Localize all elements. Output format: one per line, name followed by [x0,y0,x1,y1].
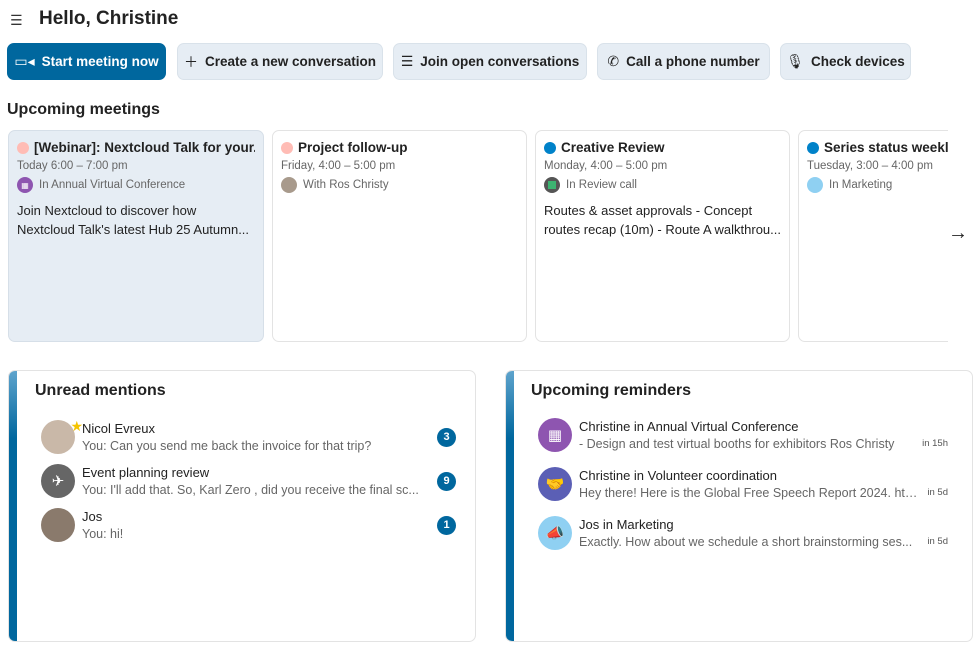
meeting-time: Tuesday, 3:00 – 4:00 pm [807,160,933,172]
list-item[interactable]: Jos You: hi! 1 [41,504,456,546]
unread-badge: 9 [437,471,456,491]
call-phone-button[interactable]: ✆ Call a phone number [597,43,770,80]
calendar-color-dot [17,141,29,154]
reminder-title: Christine in Volunteer coordination [579,468,778,483]
list-item[interactable]: ★ Nicol Evreux You: Can you send me back … [41,416,456,458]
panel-accent [9,371,17,641]
video-icon: ▭◂ [14,53,35,69]
meeting-time: Friday, 4:00 – 5:00 pm [281,160,396,172]
reminder-message: - Design and test virtual booths for exh… [579,437,895,451]
start-meeting-button[interactable]: ▭◂ Start meeting now [7,43,166,80]
last-message: You: I'll add that. So, Karl Zero , did … [82,483,419,497]
avatar [281,177,297,193]
sidebar-toggle-icon[interactable]: ☰ [10,12,23,28]
button-label: Start meeting now [41,54,159,69]
button-label: Check devices [810,54,905,69]
create-conversation-button[interactable]: ＋ Create a new conversation [177,43,383,80]
calendar-color-dot [544,141,556,154]
meeting-card[interactable]: [Webinar]: Nextcloud Talk for your... To… [8,130,264,342]
meeting-card[interactable]: Project follow-up Friday, 4:00 – 5:00 pm… [272,130,527,342]
reminder-message: Hey there! Here is the Global Free Speec… [579,486,918,500]
unread-mentions-panel: Unread mentions ★ Nicol Evreux You: Can y… [8,370,476,642]
handshake-icon: 🤝 [538,467,572,501]
meeting-location: In Review call [566,179,637,191]
meeting-location: With Ros Christy [303,179,389,191]
meeting-location: In Annual Virtual Conference [39,179,186,191]
reminder-due: in 15h [922,437,948,449]
reminder-title: Jos in Marketing [579,517,674,532]
meeting-title: Project follow-up [298,140,408,155]
avatar: ★ [41,418,83,454]
upcoming-reminders-panel: Upcoming reminders ▦ Christine in Annual… [505,370,973,642]
checkbox-icon [544,177,560,193]
meeting-time: Monday, 4:00 – 5:00 pm [544,160,668,172]
meeting-card[interactable]: Creative Review Monday, 4:00 – 5:00 pm I… [535,130,790,342]
calendar-color-dot [807,141,819,154]
panel-title: Upcoming reminders [531,382,692,399]
last-message: You: hi! [82,527,124,541]
reminder-message: Exactly. How about we schedule a short b… [579,535,913,549]
megaphone-icon: 📣 [538,516,572,550]
meeting-title: Creative Review [561,140,665,155]
calendar-icon: ▦ [538,418,572,452]
list-item[interactable]: 🤝 Christine in Volunteer coordination Hey… [538,463,948,505]
plus-icon: ＋ [183,53,198,70]
list-item[interactable]: 📣 Jos in Marketing Exactly. How about we … [538,512,948,554]
microphone-icon: 🎙 [786,53,804,69]
scroll-fade [948,125,978,347]
conversation-name: Nicol Evreux [82,421,155,436]
last-message: You: Can you send me back the invoice fo… [82,439,372,453]
reminder-due: in 5d [927,535,948,547]
button-label: Call a phone number [626,54,760,69]
calendar-color-dot [281,141,293,154]
list-icon: ☰ [400,53,414,69]
reminder-title: Christine in Annual Virtual Conference [579,419,799,434]
phone-icon: ✆ [607,53,620,69]
meeting-title: Series status weekly [824,140,957,155]
meeting-description: Join Nextcloud to discover how Nextcloud… [17,203,250,237]
list-item[interactable]: ✈ Event planning review You: I'll add tha… [41,460,456,502]
upcoming-meetings-heading: Upcoming meetings [7,101,160,118]
panel-accent [506,371,514,641]
star-icon: ★ [70,418,83,434]
unread-badge: 3 [437,427,456,447]
conversation-name: Event planning review [82,465,210,480]
check-devices-button[interactable]: 🎙 Check devices [780,43,911,80]
calendar-icon: ▦ [17,177,33,193]
meeting-title: [Webinar]: Nextcloud Talk for your... [34,140,255,155]
button-label: Create a new conversation [204,54,377,69]
avatar [41,508,75,542]
conversation-name: Jos [82,509,103,524]
meeting-location: In Marketing [829,179,893,191]
list-item[interactable]: ▦ Christine in Annual Virtual Conference… [538,414,948,456]
meeting-description: Routes & asset approvals - Concept route… [544,203,781,237]
page-title: Hello, Christine [39,8,179,29]
unread-badge: 1 [437,515,456,535]
arrow-right-icon[interactable]: → [948,222,968,244]
panel-title: Unread mentions [35,382,166,399]
meeting-time: Today 6:00 – 7:00 pm [17,160,128,172]
join-open-conversations-button[interactable]: ☰ Join open conversations [393,43,587,80]
button-label: Join open conversations [420,54,580,69]
reminder-due: in 5d [927,486,948,498]
megaphone-icon [807,177,823,193]
airplane-icon: ✈ [41,464,75,498]
